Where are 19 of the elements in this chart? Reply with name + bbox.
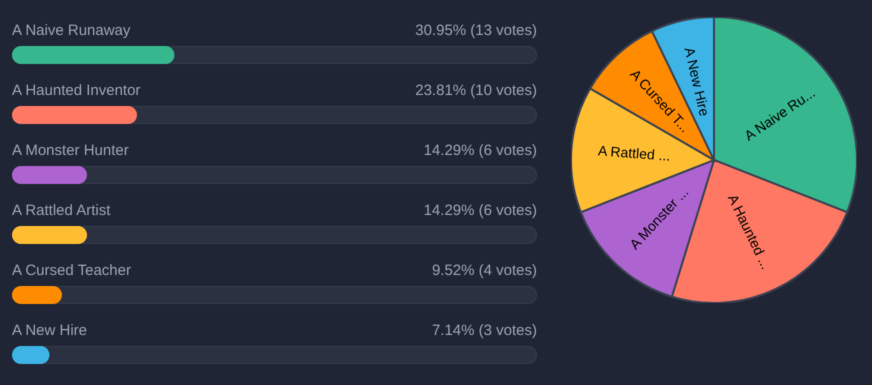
data-label: 30.95% (13 votes) <box>415 22 537 39</box>
bar <box>12 46 174 64</box>
bar <box>12 286 62 304</box>
bar <box>12 226 88 244</box>
category-label: A Monster Hunter <box>12 142 129 159</box>
category-label: A New Hire <box>12 322 88 339</box>
data-label: 14.29% (6 votes) <box>424 202 537 219</box>
bar <box>12 166 88 184</box>
category-label: A Haunted Inventor <box>12 82 140 99</box>
data-label: 9.52% (4 votes) <box>432 262 537 279</box>
data-label: 7.14% (3 votes) <box>432 322 537 339</box>
category-label: A Naive Runaway <box>12 22 130 39</box>
data-label: 14.29% (6 votes) <box>424 142 537 159</box>
slice-label: A Rattled ... <box>598 142 671 164</box>
category-label: A Cursed Teacher <box>12 262 131 279</box>
slice-label: A New Hire <box>682 46 713 118</box>
data-label: 23.81% (10 votes) <box>415 82 537 99</box>
category-label: A Rattled Artist <box>12 202 110 219</box>
bar <box>12 106 138 124</box>
